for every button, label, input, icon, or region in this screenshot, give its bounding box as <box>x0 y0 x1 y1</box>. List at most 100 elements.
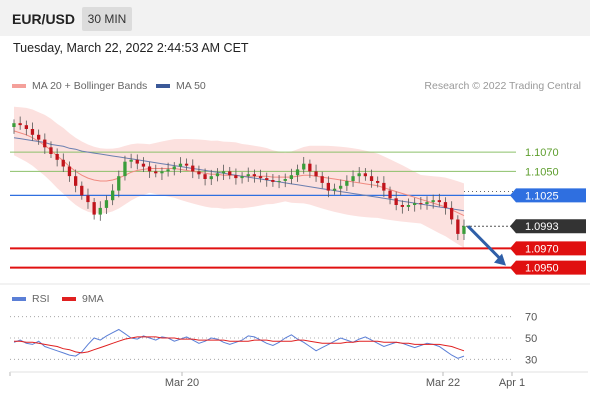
candle-body <box>425 202 429 204</box>
candle-body <box>197 171 201 175</box>
candle-body <box>228 171 232 176</box>
candle-body <box>37 134 41 140</box>
candle-body <box>271 180 275 182</box>
legend-9ma: 9MA <box>62 293 104 305</box>
ma50-label: MA 50 <box>176 80 206 92</box>
candle-body <box>456 219 460 234</box>
candle-body <box>462 226 466 234</box>
candle-body <box>369 176 374 181</box>
candle-body <box>302 163 306 170</box>
candle-body <box>92 202 96 215</box>
legend-rsi: RSI <box>12 293 50 305</box>
timestamp: Tuesday, March 22, 2022 2:44:53 AM CET <box>13 41 249 55</box>
resistance-label: 1.1070 <box>525 147 559 159</box>
candle-body <box>351 176 355 181</box>
candle-body <box>246 174 250 177</box>
candle-body <box>117 176 121 191</box>
candle-body <box>345 181 349 186</box>
candle-body <box>191 165 195 172</box>
candle-body <box>129 159 133 162</box>
timeframe-button[interactable]: 30 MIN <box>82 7 132 31</box>
ma50-swatch <box>156 84 170 89</box>
credit-text: Research © 2022 Trading Central <box>424 80 581 92</box>
candle-body <box>24 125 28 129</box>
support-tag <box>510 260 586 275</box>
legend-ma50: MA 50 <box>156 80 206 92</box>
rsi-ma9-line <box>14 336 465 354</box>
candle-body <box>30 129 35 135</box>
candle-body <box>339 185 343 189</box>
support-label: 1.0950 <box>525 263 559 275</box>
candle-body <box>258 176 263 179</box>
candle-body <box>443 202 448 208</box>
candle-body <box>178 163 183 167</box>
candle-body <box>18 123 22 126</box>
candle-body <box>86 195 90 203</box>
candle-body <box>265 178 269 180</box>
candle-body <box>289 175 293 179</box>
pivot-tag <box>510 188 586 203</box>
rsi-line <box>13 328 465 359</box>
rsi-label: RSI <box>32 293 50 305</box>
forecast-arrow-head <box>494 253 506 266</box>
current-price-tag <box>510 219 586 234</box>
x-tick-label: Apr 1 <box>499 377 525 389</box>
candle-body <box>363 173 367 177</box>
candle-body <box>320 176 324 183</box>
candle-body <box>450 207 454 220</box>
candle-body <box>67 166 72 177</box>
candle-body <box>215 173 220 177</box>
candle-body <box>147 166 152 172</box>
resistance-label: 1.1050 <box>525 166 559 178</box>
candle-body <box>252 174 256 177</box>
candle-body <box>12 123 16 127</box>
candle-body <box>413 203 417 205</box>
candle-body <box>160 171 164 174</box>
currency-pair-title: EUR/USD <box>12 11 76 27</box>
support-label: 1.0970 <box>525 243 559 255</box>
support-tag <box>510 241 586 256</box>
candle-body <box>400 205 404 207</box>
candle-body <box>394 198 398 205</box>
candle-body <box>74 176 78 186</box>
candle-body <box>49 147 53 154</box>
pivot-label: 1.1025 <box>525 190 559 202</box>
candle-body <box>326 182 330 191</box>
candle-body <box>111 190 115 201</box>
candle-body <box>240 176 244 179</box>
candle-body <box>98 207 102 215</box>
rsi-tick-label: 50 <box>525 333 537 345</box>
candle-body <box>55 154 59 160</box>
candle-body <box>388 190 392 199</box>
candle-body <box>382 182 386 191</box>
candle-body <box>172 166 176 170</box>
candle-body <box>234 175 238 179</box>
candle-body <box>357 173 361 177</box>
candle-body <box>406 205 411 207</box>
candle-body <box>104 200 109 208</box>
candle-body <box>283 179 287 181</box>
candle-body <box>80 185 84 196</box>
candle-body <box>437 200 441 203</box>
current-price-label: 1.0993 <box>525 221 559 233</box>
candle-body <box>123 161 127 177</box>
candle-body <box>308 163 312 172</box>
candle-body <box>314 171 318 177</box>
candle-body <box>61 159 65 167</box>
candle-body <box>43 139 47 148</box>
candle-body <box>332 188 337 191</box>
candle-body <box>184 163 189 166</box>
candle-body <box>166 169 170 172</box>
candle-body <box>376 181 380 183</box>
candle-body <box>277 181 281 182</box>
ma9-swatch <box>62 297 76 302</box>
rsi-tick-label: 30 <box>525 354 537 366</box>
candle-body <box>419 203 423 205</box>
ma9-label: 9MA <box>82 293 104 305</box>
candle-body <box>154 171 158 174</box>
forecast-arrow-shaft <box>466 225 504 262</box>
ma20-label: MA 20 + Bollinger Bands <box>32 80 148 92</box>
rsi-swatch <box>12 297 26 302</box>
candle-body <box>221 171 226 174</box>
